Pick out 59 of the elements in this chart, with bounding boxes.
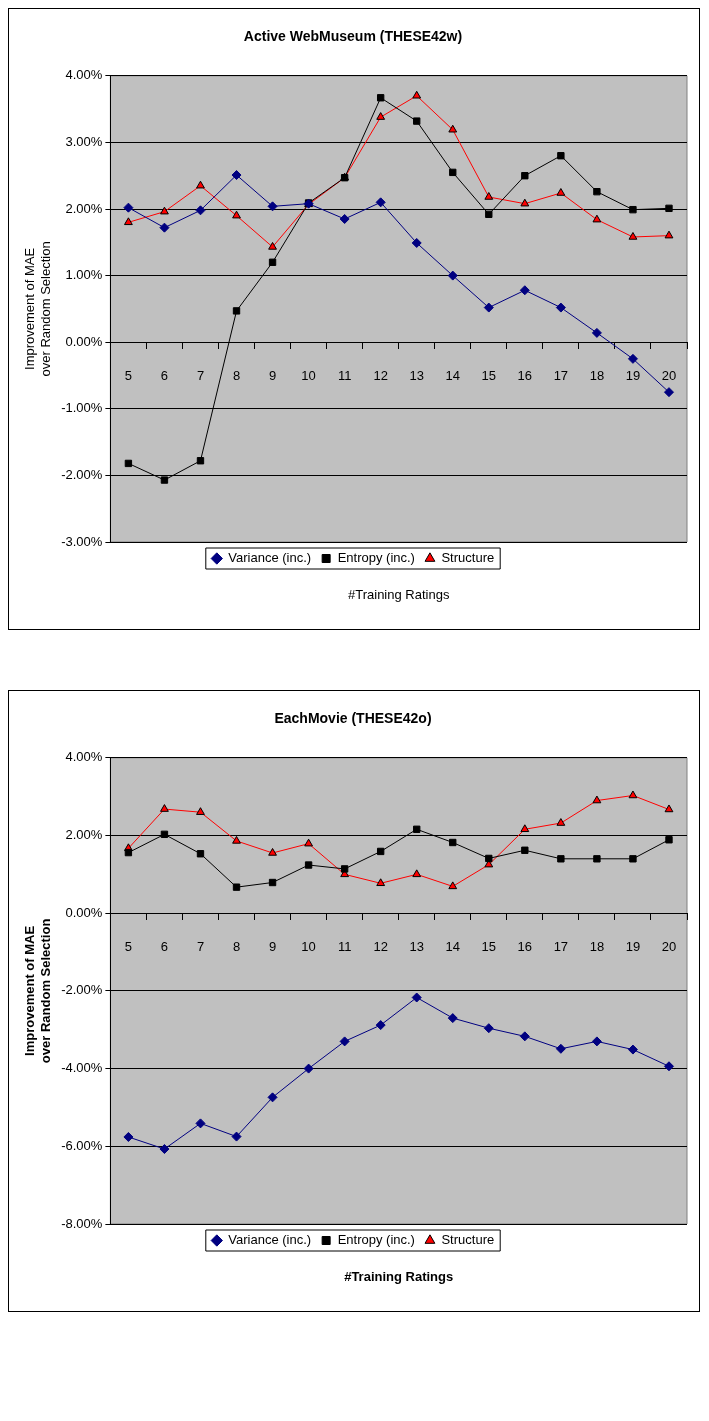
x-tick-label: 19 <box>625 938 641 954</box>
x-tick-label: 17 <box>553 938 569 954</box>
legend-label: Variance (inc.) <box>228 1232 312 1248</box>
legend-label: Structure <box>441 1232 495 1248</box>
y-tick-label: -3.00% <box>61 533 103 549</box>
y-tick-label: 4.00% <box>65 67 103 83</box>
x-tick-label: 13 <box>409 938 424 954</box>
x-tick-label: 20 <box>661 938 677 954</box>
x-tick-label: 13 <box>409 367 424 383</box>
y-tick-label: -6.00% <box>61 1137 103 1153</box>
y-axis-title: Improvement of MAE over Random Selection <box>22 918 53 1064</box>
x-tick-label: 18 <box>589 938 605 954</box>
x-axis-title: #Training Ratings <box>347 586 450 602</box>
y-tick-label: 2.00% <box>65 827 103 843</box>
legend-label: Entropy (inc.) <box>337 1232 415 1248</box>
x-axis-title: #Training Ratings <box>344 1268 454 1284</box>
x-tick-label: 8 <box>232 938 241 954</box>
chart-title: EachMovie (THESE42o) <box>274 710 432 727</box>
x-tick-label: 12 <box>373 367 388 383</box>
x-tick-label: 5 <box>124 367 133 383</box>
legend-label: Structure <box>441 550 495 566</box>
y-tick-label: 0.00% <box>65 904 103 920</box>
x-tick-label: 18 <box>589 367 605 383</box>
x-tick-label: 8 <box>232 367 241 383</box>
x-tick-label: 6 <box>160 938 169 954</box>
x-tick-label: 14 <box>445 367 460 383</box>
x-tick-label: 11 <box>337 938 352 954</box>
x-tick-label: 5 <box>124 938 133 954</box>
y-tick-label: -2.00% <box>61 466 103 482</box>
x-tick-label: 6 <box>160 367 169 383</box>
y-tick-label: 0.00% <box>65 333 103 349</box>
x-tick-label: 11 <box>337 367 352 383</box>
legend-label: Entropy (inc.) <box>337 550 415 566</box>
x-tick-label: 12 <box>373 938 388 954</box>
x-tick-label: 20 <box>661 367 677 383</box>
x-tick-label: 9 <box>268 938 277 954</box>
x-tick-label: 10 <box>301 367 316 383</box>
y-tick-label: -1.00% <box>61 400 103 416</box>
x-tick-label: 15 <box>481 367 497 383</box>
x-tick-label: 10 <box>301 938 316 954</box>
x-tick-label: 9 <box>268 367 277 383</box>
x-tick-label: 15 <box>481 938 497 954</box>
x-tick-label: 19 <box>625 367 641 383</box>
legend-label: Variance (inc.) <box>228 550 312 566</box>
y-tick-label: -4.00% <box>61 1060 103 1076</box>
y-axis-title: Improvement of MAE over Random Selection <box>22 241 53 377</box>
y-tick-label: 1.00% <box>65 267 103 283</box>
x-tick-label: 7 <box>196 938 205 954</box>
x-tick-label: 16 <box>517 367 533 383</box>
y-tick-label: 3.00% <box>65 133 103 149</box>
chart-title: Active WebMuseum (THESE42w) <box>243 28 463 45</box>
y-tick-label: 2.00% <box>65 200 103 216</box>
x-tick-label: 7 <box>196 367 205 383</box>
y-tick-label: -2.00% <box>61 982 103 998</box>
x-tick-label: 16 <box>517 938 533 954</box>
x-tick-label: 14 <box>445 938 460 954</box>
y-tick-label: -8.00% <box>61 1215 103 1231</box>
y-tick-label: 4.00% <box>65 749 103 765</box>
x-tick-label: 17 <box>553 367 569 383</box>
